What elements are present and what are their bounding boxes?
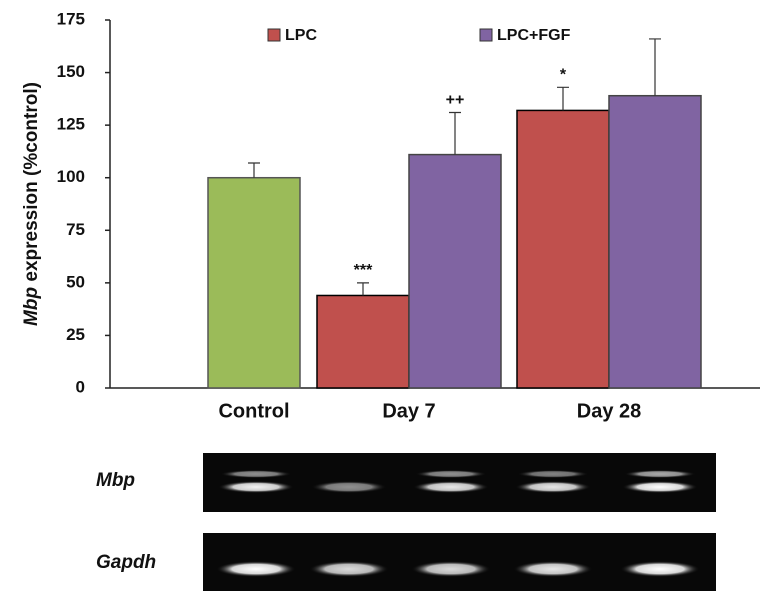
legend-swatch [479, 28, 493, 42]
y-tick-label: 75 [66, 220, 85, 239]
bar [408, 153, 502, 389]
gel-band [413, 481, 489, 493]
y-tick-label: 0 [76, 377, 85, 396]
y-tick-label: 50 [66, 272, 85, 291]
bar [316, 294, 410, 389]
error-bar [649, 38, 661, 96]
gel-band [622, 481, 698, 493]
legend-label: LPC [285, 27, 317, 44]
significance-label: ++ [446, 92, 465, 109]
y-tick-label: 100 [57, 167, 85, 186]
gel-band [513, 561, 593, 577]
significance-label: *** [354, 262, 373, 279]
gel-band [218, 481, 294, 493]
y-tick-label: 125 [57, 115, 85, 134]
bar [608, 94, 702, 389]
legend-label: LPC+FGF [497, 27, 571, 44]
gel-band [411, 561, 491, 577]
gel-row-label: Gapdh [96, 552, 156, 573]
y-tick-label: 150 [57, 62, 85, 81]
y-axis-label-gene: Mbp [21, 287, 42, 326]
gel-band [624, 470, 696, 478]
gel-band [517, 470, 589, 478]
bar [207, 176, 301, 389]
x-tick-label: Day 28 [577, 400, 642, 422]
y-tick-label: 175 [57, 9, 85, 28]
bar [516, 109, 610, 389]
gel-band [415, 470, 487, 478]
error-bar [449, 111, 461, 155]
gel-band [620, 561, 700, 577]
error-bar [357, 282, 369, 296]
y-axis-label: Mbp expression (%control) [21, 82, 42, 326]
gel-band [216, 561, 296, 577]
gel-band [515, 481, 591, 493]
gel-row-label: Mbp [96, 470, 135, 491]
error-bar [557, 86, 569, 111]
x-tick-label: Control [218, 400, 289, 422]
error-bar [248, 162, 260, 178]
gel-band [309, 561, 389, 577]
y-tick-label: 25 [66, 325, 85, 344]
gel-band [311, 481, 387, 493]
significance-label: * [560, 67, 567, 84]
legend-swatch [267, 28, 281, 42]
x-tick-label: Day 7 [382, 400, 435, 422]
y-axis-label-text: expression (%control) [21, 82, 42, 282]
gel-band [220, 470, 292, 478]
